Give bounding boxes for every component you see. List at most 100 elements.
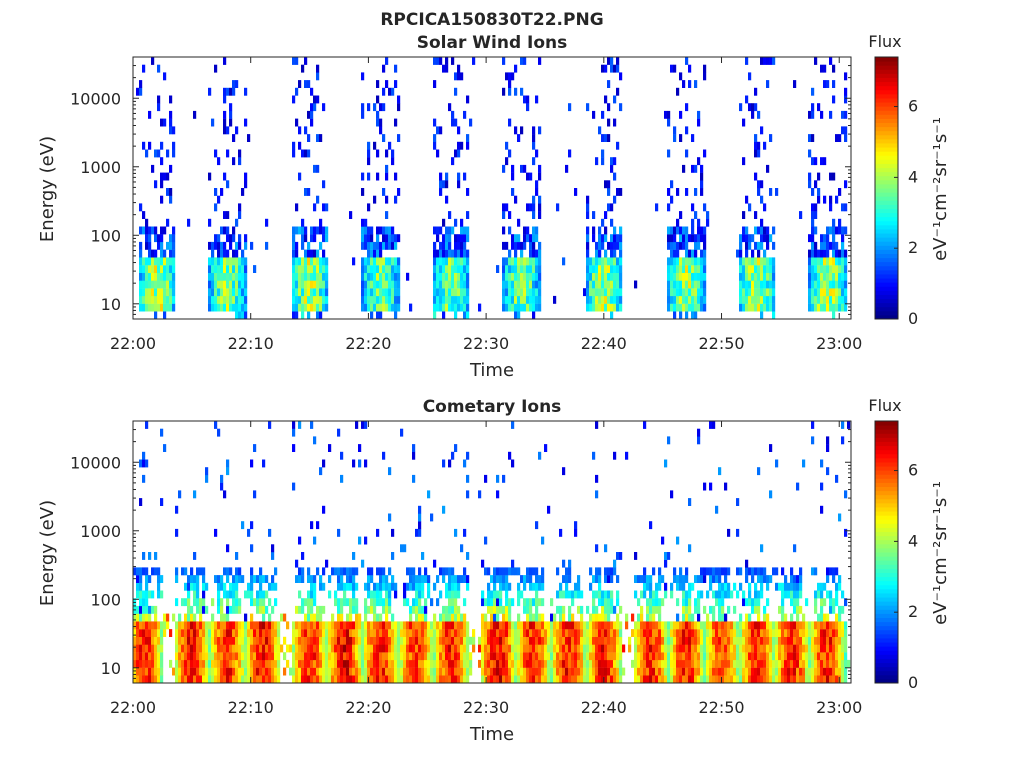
heatmap-cell (226, 288, 230, 297)
heatmap-cell (514, 265, 518, 273)
heatmap-cell (559, 652, 563, 661)
colorbar-segment (875, 662, 898, 668)
heatmap-cell (844, 636, 848, 645)
heatmap-cell (454, 118, 458, 127)
heatmap-cell (505, 567, 509, 576)
heatmap-cell (757, 659, 761, 668)
heatmap-cell (784, 667, 788, 676)
heatmap-cell (448, 280, 452, 289)
heatmap-cell (541, 613, 545, 622)
heatmap-cell (538, 303, 542, 312)
heatmap-cell (835, 288, 839, 297)
heatmap-cell (451, 57, 455, 65)
heatmap-cell (751, 652, 755, 661)
heatmap-cell (394, 675, 398, 684)
heatmap-cell (367, 621, 371, 630)
heatmap-cell (385, 80, 389, 88)
heatmap-cell (340, 605, 344, 614)
heatmap-cell (292, 226, 296, 235)
heatmap-cell (217, 644, 221, 653)
heatmap-cell (508, 80, 512, 88)
heatmap-cell (592, 303, 596, 312)
heatmap-cell (538, 652, 542, 661)
heatmap-cell (172, 613, 176, 622)
heatmap-cell (193, 659, 197, 668)
heatmap-cell (394, 241, 398, 250)
heatmap-cell (637, 659, 641, 668)
heatmap-cell (802, 644, 806, 653)
heatmap-cell (316, 605, 320, 614)
heatmap-cell (430, 652, 434, 661)
heatmap-cell (718, 598, 722, 607)
heatmap-cell (340, 575, 344, 583)
heatmap-cell (307, 575, 311, 583)
heatmap-cell (745, 667, 749, 676)
heatmap-cell (163, 303, 167, 312)
heatmap-cell (646, 636, 650, 645)
heatmap-cell (457, 257, 461, 266)
heatmap-cell (349, 667, 353, 676)
colorbar-segment (875, 110, 898, 115)
heatmap-cell (256, 652, 260, 661)
heatmap-cell (697, 613, 701, 622)
heatmap-cell (700, 180, 704, 189)
heatmap-cell (358, 675, 362, 684)
heatmap-cell (703, 257, 707, 266)
heatmap-cell (298, 652, 302, 661)
heatmap-cell (367, 575, 371, 583)
heatmap-cell (208, 241, 212, 250)
heatmap-cell (616, 675, 620, 684)
colorbar-segment (875, 220, 898, 226)
heatmap-cell (490, 590, 494, 599)
heatmap-cell (517, 582, 521, 591)
heatmap-cell (781, 567, 785, 576)
heatmap-cell (823, 303, 827, 312)
colorbar-segment (875, 453, 898, 459)
heatmap-cell (841, 675, 845, 684)
heatmap-cell (700, 667, 704, 676)
heatmap-cell (325, 265, 329, 273)
heatmap-cell (313, 636, 317, 645)
heatmap-cell (826, 444, 830, 452)
heatmap-cell (553, 629, 557, 637)
heatmap-cell (253, 629, 257, 637)
heatmap-cell (751, 659, 755, 668)
heatmap-cell (736, 675, 740, 684)
heatmap-cell (685, 613, 689, 622)
heatmap-cell (226, 629, 230, 637)
heatmap-cell (199, 567, 203, 576)
heatmap-cell (448, 675, 452, 684)
heatmap-cell (754, 87, 758, 96)
heatmap-cell (703, 265, 707, 273)
heatmap-cell (766, 667, 770, 676)
heatmap-cell (145, 629, 149, 637)
heatmap-cell (442, 288, 446, 297)
heatmap-cell (145, 613, 149, 622)
heatmap-cell (586, 265, 590, 273)
heatmap-cell (157, 590, 161, 599)
heatmap-cell (682, 234, 686, 243)
heatmap-cell (370, 257, 374, 266)
heatmap-cell (409, 303, 413, 312)
y-tick-label: 100 (90, 226, 121, 245)
heatmap-cell (667, 636, 671, 645)
heatmap-cell (595, 288, 599, 297)
heatmap-cell (439, 226, 443, 235)
heatmap-cell (382, 134, 386, 142)
heatmap-cell (439, 265, 443, 273)
heatmap-cell (619, 265, 623, 273)
heatmap-cell (328, 636, 332, 645)
heatmap-cell (769, 652, 773, 661)
heatmap-cell (745, 303, 749, 312)
heatmap-cell (193, 652, 197, 661)
heatmap-cell (814, 157, 818, 166)
heatmap-cell (517, 311, 521, 320)
heatmap-cell (676, 621, 680, 630)
heatmap-cell (670, 629, 674, 637)
heatmap-cell (667, 188, 671, 196)
heatmap-cell (424, 667, 428, 676)
heatmap-cell (148, 226, 152, 235)
heatmap-cell (772, 659, 776, 668)
heatmap-cell (643, 659, 647, 668)
heatmap-cell (256, 667, 260, 676)
